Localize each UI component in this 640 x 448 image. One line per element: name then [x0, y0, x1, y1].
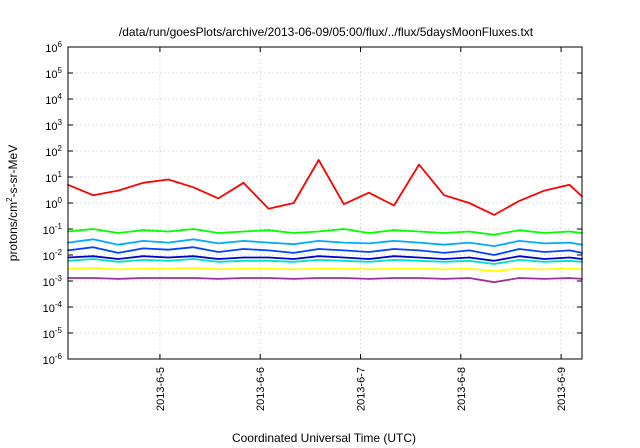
y-tick-label: 102: [45, 144, 62, 159]
series-line-4: [67, 246, 583, 256]
y-axis-label: protons/cm2-s-sr-MeV: [5, 145, 20, 261]
series-line-3: [67, 238, 583, 248]
y-tick-label: 101: [45, 170, 62, 185]
series-layer: [67, 159, 583, 284]
x-tick-label: 2013-6-5: [155, 367, 167, 411]
y-axis-label-prefix: protons/cm: [6, 202, 20, 261]
series-line-7: [67, 266, 583, 273]
x-tick-label: 2013-6-6: [255, 367, 267, 411]
series-line-8: [67, 277, 583, 284]
chart-title: /data/run/goesPlots/archive/2013-06-09/0…: [119, 25, 534, 39]
series-line-2: [67, 228, 583, 236]
grid: [68, 47, 582, 359]
x-tick-label: 2013-6-7: [356, 367, 368, 411]
y-tick-label: 104: [45, 92, 62, 107]
y-tick-label: 10-5: [43, 326, 63, 341]
x-axis-label: Coordinated Universal Time (UTC): [232, 431, 416, 445]
series-line-1: [67, 159, 583, 216]
y-tick-label: 103: [45, 118, 62, 133]
series-line-5: [67, 255, 583, 262]
series-line-6: [67, 258, 583, 265]
x-tick-label: 2013-6-8: [456, 367, 468, 411]
axis-ticks: 10-6 10-5 10-4 10-3 10-2 10-1 100 101 102 103 104 1…: [43, 40, 582, 411]
y-tick-label: 10-2: [43, 248, 63, 263]
x-tick-label: 2013-6-9: [556, 367, 568, 411]
y-tick-label: 10-1: [43, 222, 63, 237]
y-axis-label-sup: 2: [5, 197, 14, 202]
y-tick-label: 10-4: [43, 300, 63, 315]
y-tick-label: 106: [45, 40, 62, 55]
y-tick-label: 10-3: [43, 274, 63, 289]
y-axis-label-suffix: -s-sr-MeV: [6, 145, 20, 198]
y-tick-label: 10-6: [43, 352, 63, 367]
y-tick-label: 100: [45, 196, 62, 211]
y-tick-label: 105: [45, 66, 62, 81]
